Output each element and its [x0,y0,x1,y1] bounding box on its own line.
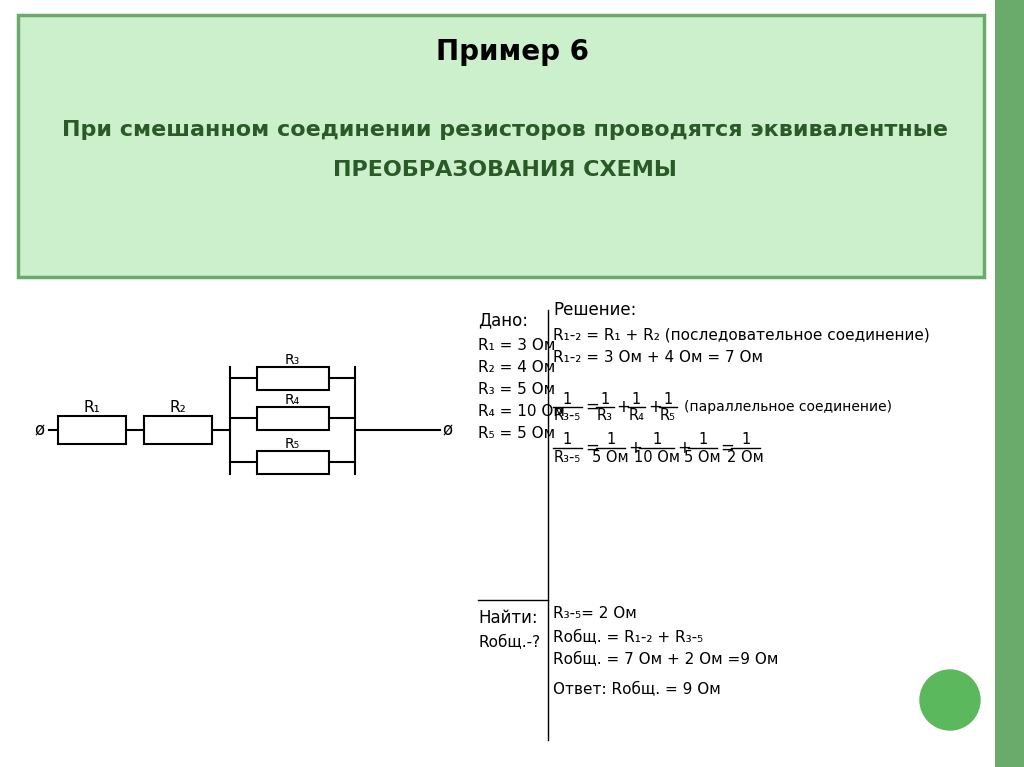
Text: R₅ = 5 Ом: R₅ = 5 Ом [478,426,555,440]
Text: 1: 1 [606,433,615,447]
Text: 1: 1 [741,433,751,447]
Text: 1: 1 [698,433,708,447]
Text: ø: ø [443,421,453,439]
Text: Решение:: Решение: [553,301,636,319]
Text: +: + [616,398,631,416]
Text: R₁-₂ = 3 Ом + 4 Ом = 7 Ом: R₁-₂ = 3 Ом + 4 Ом = 7 Ом [553,351,763,366]
Bar [256,450,329,473]
Text: Rобщ. = R₁-₂ + R₃-₅: Rобщ. = R₁-₂ + R₃-₅ [553,630,703,646]
Text: R₁: R₁ [84,400,100,416]
Text: R₃-₅: R₃-₅ [554,449,582,465]
Text: R₁ = 3 Ом: R₁ = 3 Ом [478,337,555,353]
Text: =: = [720,439,734,457]
Bar [144,416,212,444]
Bar [995,0,1024,767]
Text: (параллельное соединение): (параллельное соединение) [684,400,892,414]
Text: 1: 1 [600,391,609,407]
Bar [58,416,126,444]
Text: R₃: R₃ [597,409,613,423]
Text: 10 Ом: 10 Ом [634,449,680,465]
Bar [256,407,329,430]
Text: =: = [585,439,599,457]
Text: +: + [648,398,663,416]
Text: +: + [628,439,642,457]
Text: 5 Ом: 5 Ом [684,449,721,465]
Text: R₄: R₄ [285,393,300,407]
Text: Дано:: Дано: [478,311,528,329]
Text: Rобщ. = 7 Ом + 2 Ом =9 Ом: Rобщ. = 7 Ом + 2 Ом =9 Ом [553,653,778,667]
Text: R₃-₅= 2 Ом: R₃-₅= 2 Ом [553,607,637,621]
Text: R₄ = 10 Ом: R₄ = 10 Ом [478,403,565,419]
Text: 1: 1 [563,433,572,447]
Text: 1: 1 [632,391,641,407]
Text: Пример 6: Пример 6 [435,38,589,66]
Text: R₃ = 5 Ом: R₃ = 5 Ом [478,381,555,397]
Text: R₅: R₅ [660,409,676,423]
Text: Rобщ.-?: Rобщ.-? [478,636,540,650]
Text: Найти:: Найти: [478,609,538,627]
Text: 1: 1 [664,391,673,407]
Text: R₂: R₂ [170,400,186,416]
Text: 1: 1 [652,433,662,447]
Text: R₅: R₅ [285,436,300,450]
Text: =: = [585,398,599,416]
Text: R₂ = 4 Ом: R₂ = 4 Ом [478,360,555,374]
Text: R₄: R₄ [629,409,644,423]
Text: 1: 1 [563,391,572,407]
Circle shape [920,670,980,730]
Text: При смешанном соединении резисторов проводятся эквивалентные: При смешанном соединении резисторов пров… [62,120,948,140]
Text: R₁-₂ = R₁ + R₂ (последовательное соединение): R₁-₂ = R₁ + R₂ (последовательное соедине… [553,328,930,343]
Text: R₃: R₃ [285,353,300,367]
Text: +: + [677,439,691,457]
Text: Ответ: Rобщ. = 9 Ом: Ответ: Rобщ. = 9 Ом [553,683,721,697]
Text: R₃-₅: R₃-₅ [554,409,582,423]
FancyBboxPatch shape [18,15,984,277]
Text: 5 Ом: 5 Ом [592,449,629,465]
Bar [256,367,329,390]
Text: ПРЕОБРАЗОВАНИЯ СХЕМЫ: ПРЕОБРАЗОВАНИЯ СХЕМЫ [333,160,677,180]
Text: 2 Ом: 2 Ом [727,449,764,465]
Text: ø: ø [35,421,45,439]
